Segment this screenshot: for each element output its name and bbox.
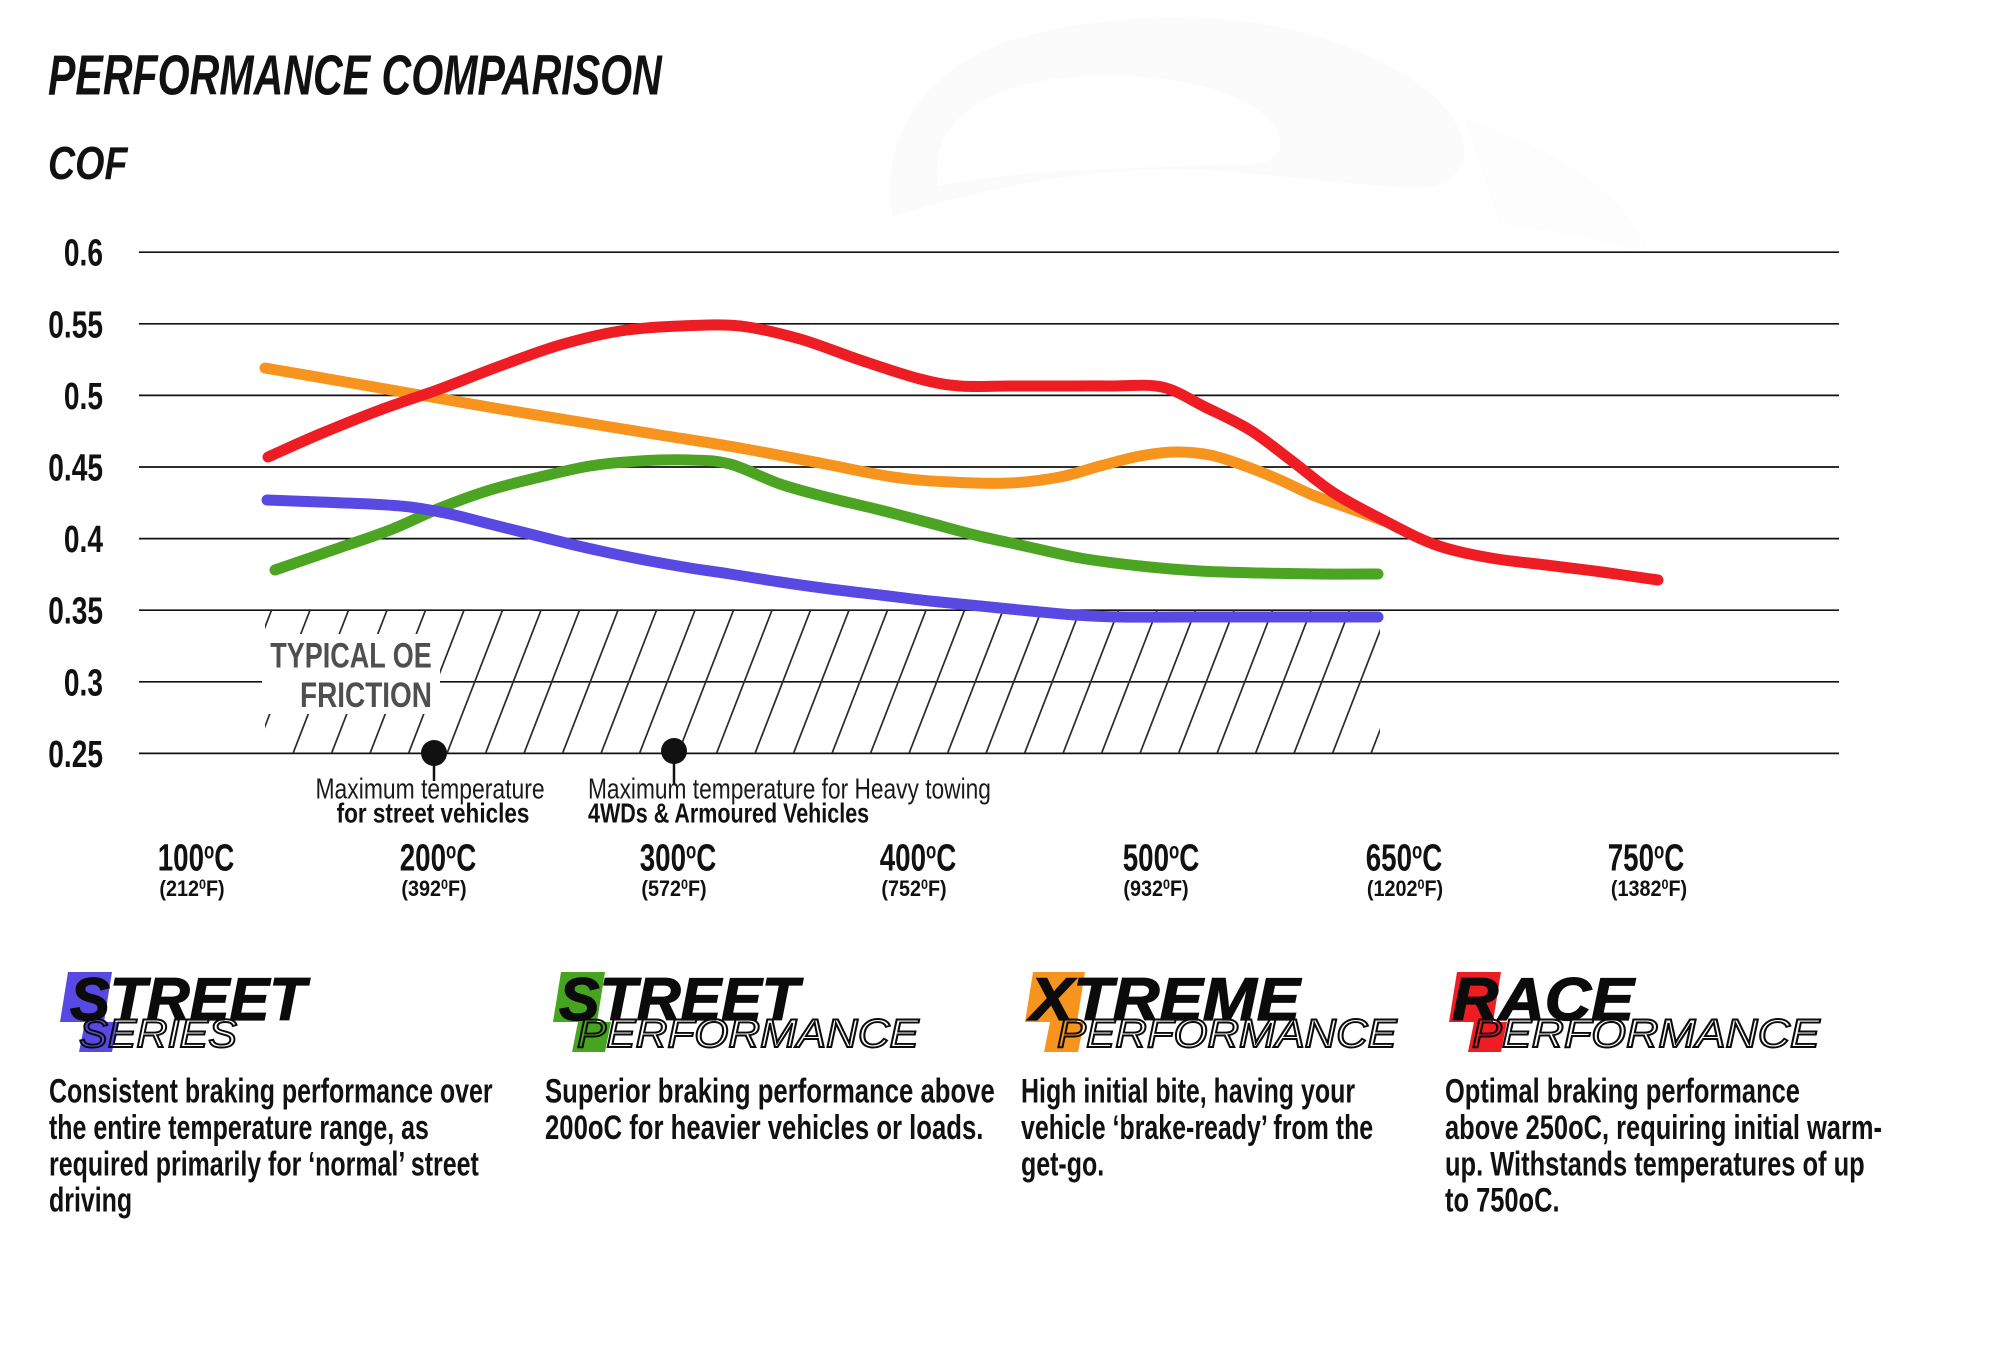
svg-text:FRICTION: FRICTION (300, 675, 432, 715)
svg-text:400oC: 400oC (880, 837, 957, 879)
svg-text:above 250oC, requiring initial: above 250oC, requiring initial warm- (1445, 1109, 1882, 1146)
svg-text:4WDs & Armoured Vehicles: 4WDs & Armoured Vehicles (588, 798, 869, 829)
svg-text:200oC: 200oC (400, 837, 477, 879)
svg-text:0.4: 0.4 (64, 519, 103, 561)
svg-text:750oC: 750oC (1608, 837, 1685, 879)
svg-text:to 750oC.: to 750oC. (1445, 1182, 1560, 1219)
svg-text:300oC: 300oC (640, 837, 717, 879)
svg-text:the entire temperature range,: the entire temperature range, as (49, 1109, 429, 1147)
svg-text:STREET: STREET (559, 965, 804, 1033)
svg-text:Consistent braking performance: Consistent braking performance over (49, 1073, 493, 1111)
svg-text:for street vehicles: for street vehicles (337, 798, 530, 829)
svg-text:vehicle ‘brake-ready’ from the: vehicle ‘brake-ready’ from the (1021, 1109, 1373, 1147)
svg-text:STREET: STREET (70, 966, 310, 1033)
svg-text:0.35: 0.35 (48, 591, 103, 633)
svg-text:High initial bite, having your: High initial bite, having your (1021, 1073, 1355, 1111)
svg-text:0.3: 0.3 (64, 662, 103, 704)
svg-text:XTREME: XTREME (1027, 966, 1303, 1033)
svg-text:(5720F): (5720F) (641, 876, 706, 901)
svg-text:500oC: 500oC (1123, 837, 1200, 879)
svg-text:driving: driving (49, 1182, 132, 1220)
svg-text:650oC: 650oC (1366, 837, 1443, 879)
svg-text:Superior braking performance a: Superior braking performance above (545, 1073, 995, 1110)
svg-text:PERFORMANCE COMPARISON: PERFORMANCE COMPARISON (48, 43, 663, 107)
svg-text:RACE: RACE (1452, 967, 1636, 1034)
svg-text:(7520F): (7520F) (881, 876, 946, 901)
svg-text:PERFORMANCE: PERFORMANCE (1472, 1011, 1821, 1055)
svg-text:(9320F): (9320F) (1123, 876, 1188, 901)
svg-text:0.5: 0.5 (64, 376, 103, 418)
svg-text:PERFORMANCE: PERFORMANCE (1057, 1011, 1398, 1056)
svg-text:up. Withstands temperatures of: up. Withstands temperatures of up (1445, 1146, 1865, 1183)
svg-text:Optimal braking performance: Optimal braking performance (1445, 1073, 1800, 1110)
svg-text:(3920F): (3920F) (401, 876, 466, 901)
svg-text:required primarily for ‘normal: required primarily for ‘normal’ street (49, 1146, 479, 1184)
svg-text:PERFORMANCE: PERFORMANCE (577, 1011, 920, 1056)
svg-text:COF: COF (48, 137, 129, 188)
svg-text:0.55: 0.55 (48, 304, 103, 346)
svg-text:Maximum temperature: Maximum temperature (315, 772, 544, 805)
svg-text:100oC: 100oC (158, 837, 235, 879)
svg-text:0.6: 0.6 (64, 233, 103, 275)
svg-text:0.45: 0.45 (48, 448, 103, 490)
svg-text:(2120F): (2120F) (159, 876, 224, 901)
svg-text:(13820F): (13820F) (1611, 876, 1687, 901)
svg-text:SERIES: SERIES (79, 1010, 237, 1055)
svg-text:(12020F): (12020F) (1367, 876, 1443, 901)
svg-text:get-go.: get-go. (1021, 1146, 1104, 1184)
svg-text:0.25: 0.25 (48, 734, 103, 776)
svg-text:Maximum temperature for Heavy: Maximum temperature for Heavy towing (588, 772, 991, 805)
svg-text:200oC for heavier vehicles or: 200oC for heavier vehicles or loads. (545, 1110, 983, 1147)
svg-text:TYPICAL OE: TYPICAL OE (270, 636, 431, 675)
